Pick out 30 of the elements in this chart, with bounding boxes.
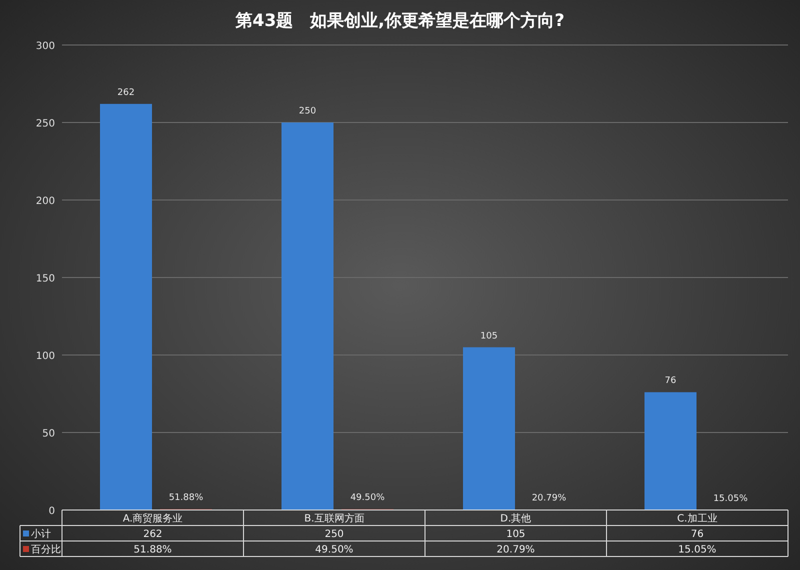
data-label: 20.79% (496, 544, 535, 556)
text: 49.50% (350, 493, 385, 504)
legend-label: 百分比 (31, 544, 61, 556)
text: 76 (664, 376, 676, 386)
text: 105 (480, 331, 498, 342)
chart-title: 第43题 如果创业,你更希望是在哪个方向? (234, 11, 564, 31)
text: 250 (298, 106, 316, 116)
data-label: 15.05% (678, 544, 716, 556)
text: 51.88% (168, 493, 204, 504)
data-label: 250 (324, 529, 344, 540)
y-tick-label: 100 (36, 351, 55, 362)
data-label: 262 (143, 529, 162, 540)
y-tick-label: 300 (36, 41, 55, 52)
y-tick-label: 250 (36, 118, 55, 130)
y-tick-label: 200 (36, 196, 55, 207)
text: 20.79% (532, 494, 566, 504)
data-label: 51.88% (134, 544, 172, 556)
x-tick-label: A.商贸服务业 (122, 512, 183, 524)
x-tick-label: C.加工业 (677, 512, 718, 524)
data-label: 105 (506, 529, 526, 540)
x-tick-label: D.其他 (500, 512, 532, 524)
y-tick-label: 0 (48, 506, 55, 517)
data-label: 49.50% (315, 544, 354, 556)
y-tick-label: 150 (36, 274, 55, 284)
text: 15.05% (713, 494, 748, 504)
x-tick-label: B.互联网方面 (304, 512, 364, 524)
legend-label: 小计 (31, 528, 51, 540)
data-label: 76 (690, 529, 704, 540)
text: 262 (117, 88, 135, 98)
y-tick-label: 50 (42, 428, 55, 440)
